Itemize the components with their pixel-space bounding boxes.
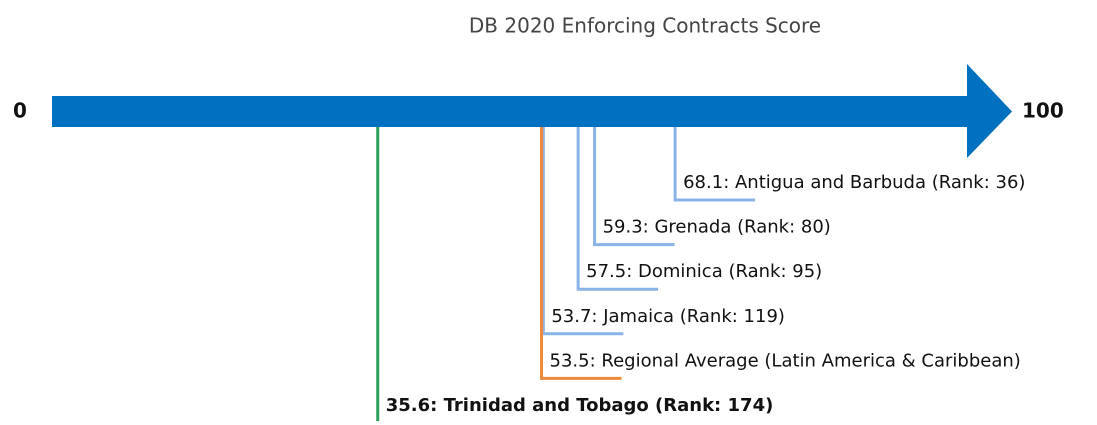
tick-label: 0: [13, 99, 27, 123]
marker-line: [576, 127, 659, 291]
chart-title: DB 2020 Enforcing Contracts Score: [469, 14, 821, 38]
marker-line: [541, 127, 624, 336]
marker-label: 35.6: Trinidad and Tobago (Rank: 174): [386, 395, 774, 416]
axis-arrow: [52, 64, 1012, 158]
marker-line: [673, 127, 756, 202]
marker-line: [593, 127, 675, 247]
marker-label: 53.7: Jamaica (Rank: 119): [551, 306, 785, 327]
marker-label: 59.3: Grenada (Rank: 80): [603, 217, 831, 238]
tick-label: 100: [1022, 99, 1064, 123]
marker-line: [540, 127, 622, 380]
marker-label: 57.5: Dominica (Rank: 95): [586, 261, 822, 282]
marker-label: 53.5: Regional Average (Latin America & …: [550, 350, 1021, 371]
marker-label: 68.1: Antigua and Barbuda (Rank: 36): [683, 172, 1025, 193]
